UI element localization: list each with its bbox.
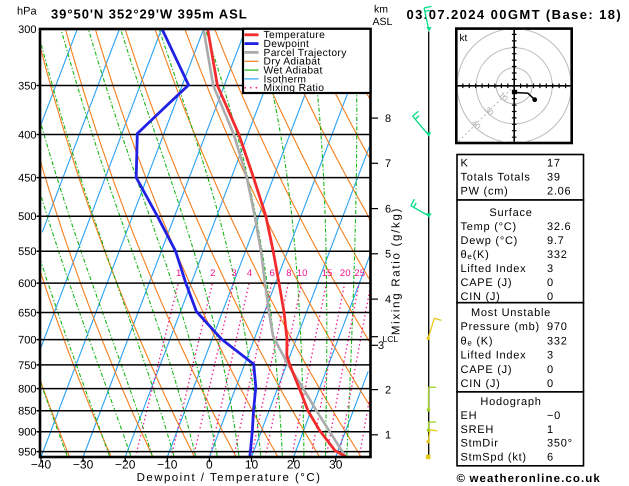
svg-text:8: 8 xyxy=(286,268,291,279)
svg-text:Lifted Index: Lifted Index xyxy=(461,263,527,275)
svg-text:Dewp (°C): Dewp (°C) xyxy=(461,235,519,247)
svg-text:Hodograph: Hodograph xyxy=(480,396,541,408)
svg-text:4: 4 xyxy=(385,294,391,306)
svg-text:EH: EH xyxy=(461,410,478,422)
svg-text:ASL: ASL xyxy=(373,16,393,28)
svg-text:km: km xyxy=(374,4,388,16)
svg-text:30: 30 xyxy=(329,458,343,472)
svg-text:3: 3 xyxy=(547,263,554,275)
svg-text:CAPE (J): CAPE (J) xyxy=(461,277,513,289)
svg-text:32.6: 32.6 xyxy=(547,221,571,233)
svg-text:332: 332 xyxy=(547,335,568,347)
svg-text:−20: −20 xyxy=(115,458,136,472)
svg-text:LCL: LCL xyxy=(383,334,399,344)
svg-text:© weatheronline.co.uk: © weatheronline.co.uk xyxy=(457,473,601,485)
svg-text:15: 15 xyxy=(322,268,333,279)
svg-text:20: 20 xyxy=(287,458,301,472)
svg-text:CIN (J): CIN (J) xyxy=(461,378,501,390)
svg-text:StmDir: StmDir xyxy=(461,438,499,450)
svg-text:1: 1 xyxy=(385,430,391,442)
svg-text:StmSpd (kt): StmSpd (kt) xyxy=(461,452,527,464)
svg-text:CAPE (J): CAPE (J) xyxy=(461,364,513,376)
svg-text:−0: −0 xyxy=(547,410,561,422)
svg-text:0: 0 xyxy=(547,291,554,303)
svg-text:4: 4 xyxy=(247,268,252,279)
svg-text:kt: kt xyxy=(460,33,468,44)
svg-text:500: 500 xyxy=(18,211,36,223)
svg-text:0: 0 xyxy=(547,364,554,376)
svg-text:900: 900 xyxy=(18,427,36,439)
svg-text:−10: −10 xyxy=(157,458,178,472)
svg-text:350°: 350° xyxy=(547,438,573,450)
svg-text:0: 0 xyxy=(206,458,213,472)
svg-text:39: 39 xyxy=(547,171,561,183)
svg-text:10: 10 xyxy=(297,268,308,279)
svg-text:θe (K): θe (K) xyxy=(461,335,494,347)
svg-text:3: 3 xyxy=(378,340,384,352)
svg-text:Most Unstable: Most Unstable xyxy=(471,307,551,319)
svg-text:0: 0 xyxy=(547,378,554,390)
svg-text:Parcel Trajectory: Parcel Trajectory xyxy=(264,48,348,59)
svg-text:6: 6 xyxy=(547,452,554,464)
svg-text:2.06: 2.06 xyxy=(547,185,571,197)
svg-text:5: 5 xyxy=(385,249,391,261)
svg-text:400: 400 xyxy=(18,129,36,141)
svg-text:Surface: Surface xyxy=(489,207,532,219)
svg-text:350: 350 xyxy=(18,80,36,92)
svg-text:700: 700 xyxy=(18,335,36,347)
svg-text:θe(K): θe(K) xyxy=(461,249,490,261)
svg-text:600: 600 xyxy=(18,278,36,290)
svg-text:1: 1 xyxy=(176,268,181,279)
svg-text:0: 0 xyxy=(547,277,554,289)
svg-text:970: 970 xyxy=(547,321,568,333)
svg-text:SREH: SREH xyxy=(461,424,495,436)
svg-text:10: 10 xyxy=(245,458,259,472)
svg-text:PW (cm): PW (cm) xyxy=(461,185,509,197)
svg-text:3: 3 xyxy=(547,350,554,362)
svg-text:Wet Adiabat: Wet Adiabat xyxy=(264,66,323,77)
svg-text:6: 6 xyxy=(270,268,275,279)
svg-text:2: 2 xyxy=(210,268,215,279)
svg-text:2: 2 xyxy=(385,385,391,397)
svg-text:−40: −40 xyxy=(31,458,52,472)
svg-text:950: 950 xyxy=(18,447,36,459)
svg-text:Dry Adiabat: Dry Adiabat xyxy=(264,57,321,68)
svg-text:20: 20 xyxy=(340,268,351,279)
svg-text:CIN (J): CIN (J) xyxy=(461,291,501,303)
svg-text:17: 17 xyxy=(547,158,561,170)
svg-text:1: 1 xyxy=(547,424,554,436)
svg-text:3: 3 xyxy=(231,268,236,279)
svg-text:8: 8 xyxy=(385,113,391,125)
svg-text:Mixing Ratio (g/kg): Mixing Ratio (g/kg) xyxy=(391,207,403,335)
svg-text:Temperature: Temperature xyxy=(264,30,326,41)
svg-text:03.07.2024 00GMT (Base: 18): 03.07.2024 00GMT (Base: 18) xyxy=(407,7,623,22)
svg-text:450: 450 xyxy=(18,173,36,185)
svg-text:Mixing Ratio: Mixing Ratio xyxy=(264,83,325,94)
svg-text:650: 650 xyxy=(18,307,36,319)
svg-text:332: 332 xyxy=(547,249,568,261)
svg-text:Totals Totals: Totals Totals xyxy=(461,171,531,183)
svg-text:800: 800 xyxy=(18,384,36,396)
svg-text:Isotherm: Isotherm xyxy=(264,74,307,85)
svg-text:Dewpoint: Dewpoint xyxy=(264,39,310,50)
svg-text:Lifted Index: Lifted Index xyxy=(461,350,527,362)
svg-text:K: K xyxy=(461,158,469,170)
svg-text:hPa: hPa xyxy=(17,6,37,18)
svg-text:750: 750 xyxy=(18,360,36,372)
svg-text:7: 7 xyxy=(385,158,391,170)
svg-text:Temp (°C): Temp (°C) xyxy=(461,221,517,233)
svg-text:Dewpoint / Temperature (°C): Dewpoint / Temperature (°C) xyxy=(137,472,322,484)
svg-text:9.7: 9.7 xyxy=(547,235,565,247)
svg-text:300: 300 xyxy=(18,24,36,36)
svg-text:6: 6 xyxy=(385,204,391,216)
svg-text:−30: −30 xyxy=(73,458,94,472)
svg-text:550: 550 xyxy=(18,246,36,258)
svg-text:39°50'N 352°29'W 395m ASL: 39°50'N 352°29'W 395m ASL xyxy=(51,7,248,22)
svg-text:850: 850 xyxy=(18,406,36,418)
svg-text:25: 25 xyxy=(354,268,365,279)
svg-text:Pressure (mb): Pressure (mb) xyxy=(461,321,540,333)
